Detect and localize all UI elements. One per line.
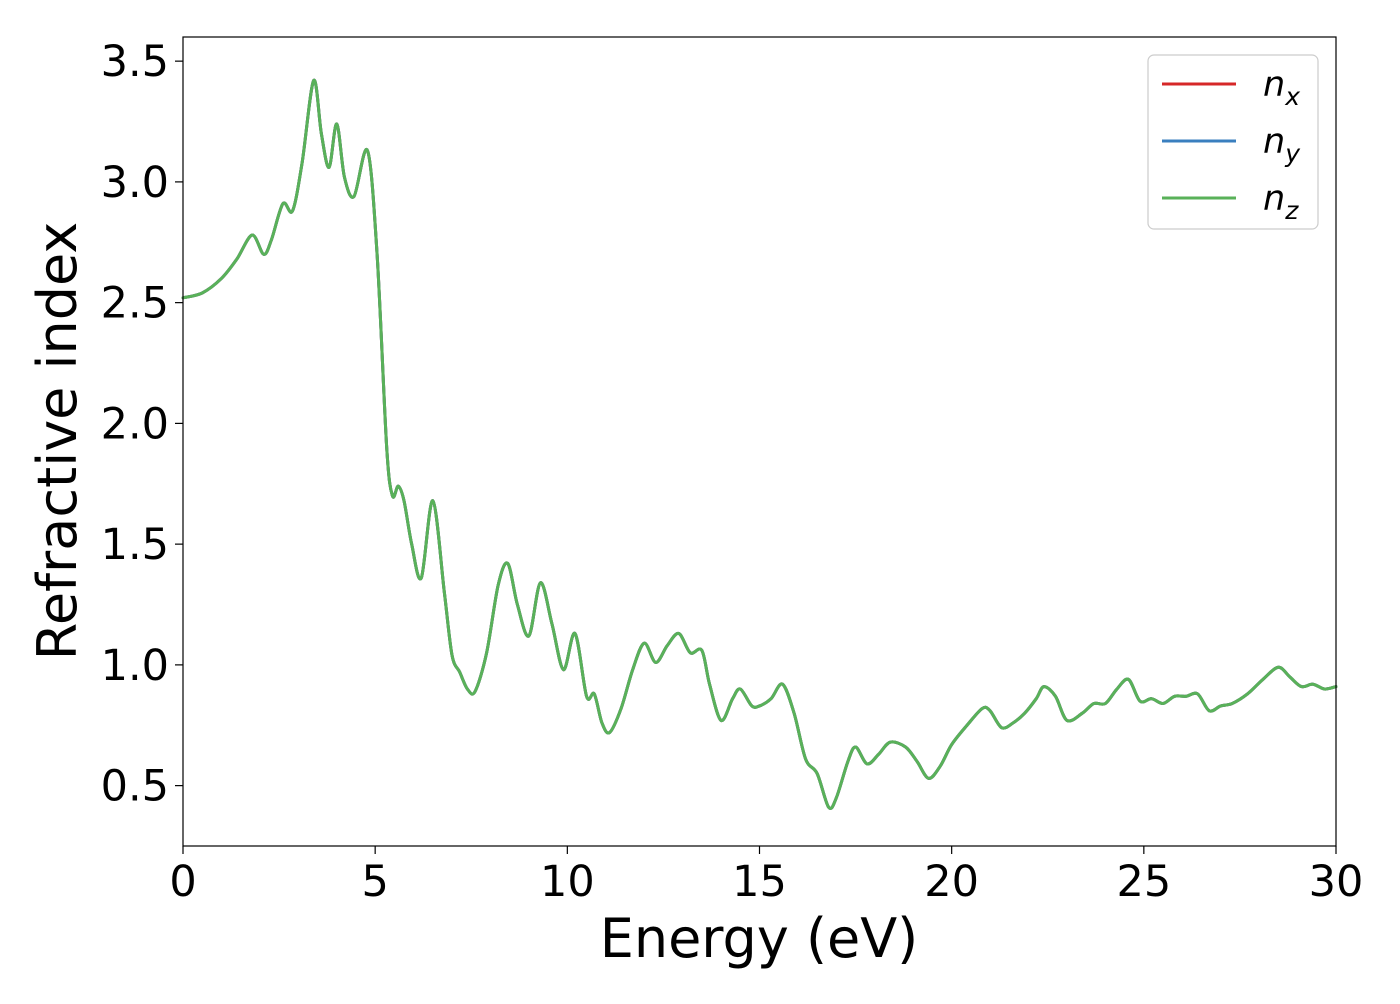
- legend-label-n-x: nx: [1263, 65, 1300, 111]
- x-tick-label: 10: [540, 857, 595, 907]
- y-tick-label: 1.0: [101, 641, 169, 691]
- y-tick-label: 0.5: [101, 762, 169, 812]
- legend-label-n-z: nz: [1263, 179, 1299, 225]
- y-tick-label: 3.0: [101, 158, 169, 208]
- x-axis-label: Energy (eV): [600, 907, 919, 970]
- x-axis-ticks: 0 5 10 15 20 25 30: [169, 846, 1363, 907]
- x-tick-label: 30: [1309, 857, 1364, 907]
- y-axis-ticks: 0.5 1.0 1.5 2.0 2.5 3.0 3.5: [101, 37, 183, 812]
- x-tick-label: 0: [169, 857, 196, 907]
- series-line-n-z: [181, 78, 1338, 811]
- x-tick-label: 5: [361, 857, 388, 907]
- y-axis-label: Refractive index: [26, 222, 89, 661]
- y-tick-label: 2.0: [101, 399, 169, 449]
- series-layer: [181, 78, 1338, 811]
- x-tick-label: 20: [924, 857, 979, 907]
- y-tick-label: 2.5: [101, 279, 169, 329]
- x-tick-label: 15: [732, 857, 787, 907]
- legend-label-n-y: ny: [1263, 122, 1301, 168]
- x-tick-label: 25: [1116, 857, 1171, 907]
- legend: nx ny nz: [1147, 54, 1319, 230]
- y-tick-label: 1.5: [101, 520, 169, 570]
- y-tick-label: 3.5: [101, 37, 169, 87]
